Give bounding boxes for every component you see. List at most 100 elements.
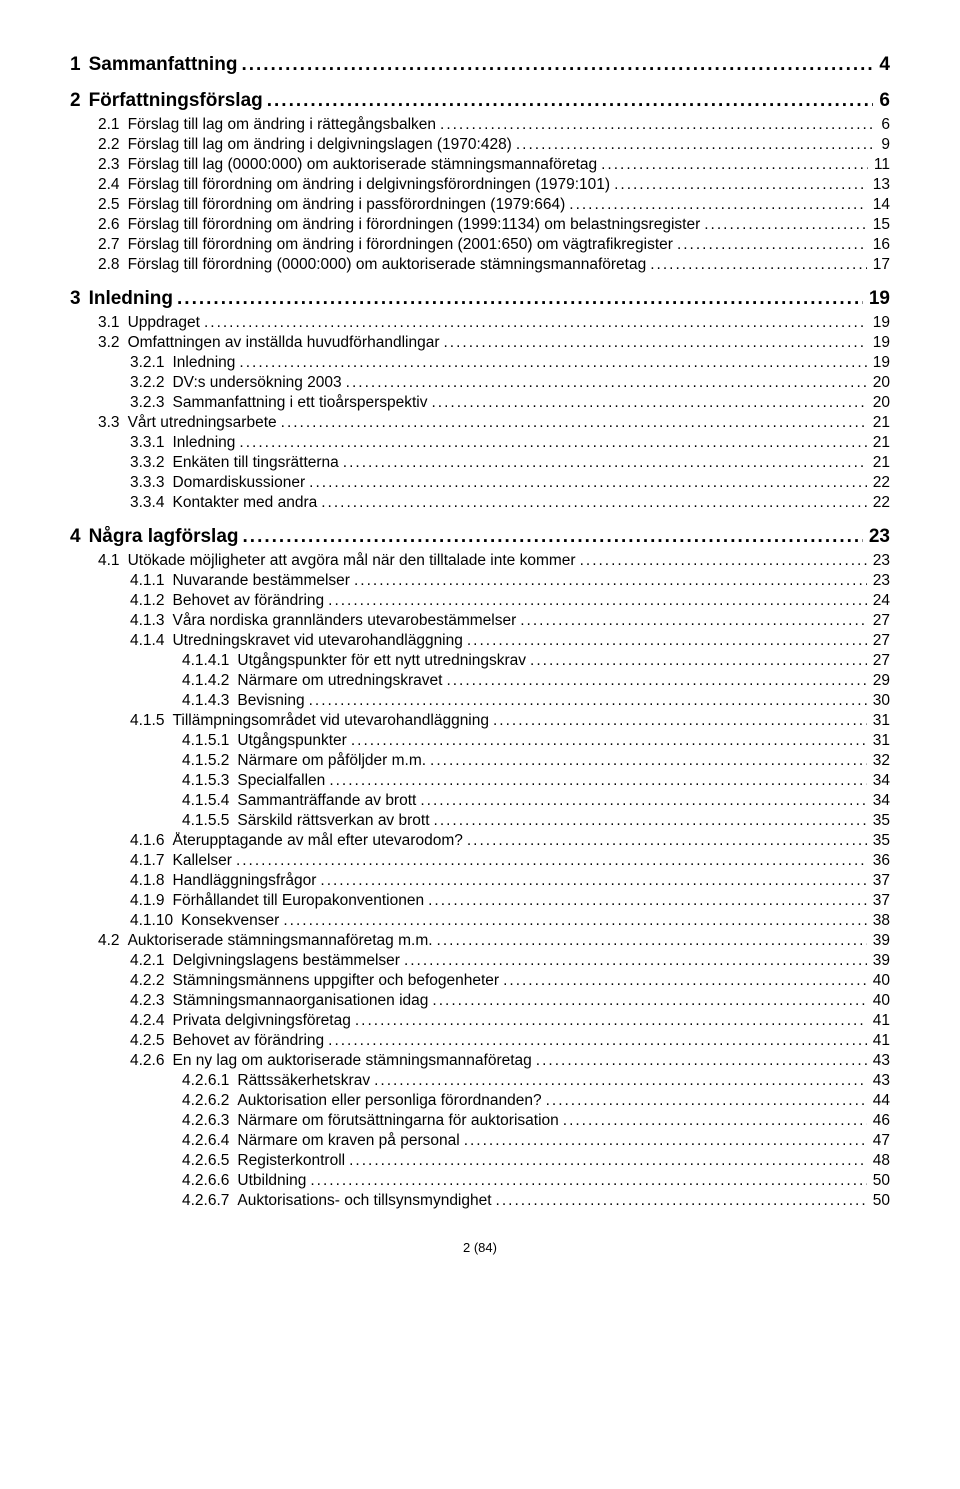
toc-entry-title: Förslag till förordning om ändring i för…: [128, 236, 677, 254]
toc-entry-page: 15: [867, 216, 890, 234]
toc-entry-title: Återupptagande av mål efter utevarodom?: [172, 832, 466, 850]
toc-entry-title: Specialfallen: [237, 772, 329, 790]
toc-entry-number: 4.1.7: [130, 852, 172, 870]
toc-leader: [404, 952, 867, 970]
toc-entry-number: 2.6: [98, 216, 128, 234]
toc-entry-title: DV:s undersökning 2003: [172, 374, 345, 392]
toc-entry-page: 27: [867, 612, 890, 630]
toc-entry-title: Utökade möjligheter att avgöra mål när d…: [128, 552, 580, 570]
toc-entry-number: 2.2: [98, 136, 128, 154]
toc-entry-number: 3.3.2: [130, 454, 172, 472]
toc-entry: 4.2.1Delgivningslagens bestämmelser 39: [130, 952, 890, 970]
toc-entry: 4.2.6.5Registerkontroll48: [182, 1152, 890, 1170]
toc-leader: [355, 1012, 867, 1030]
toc-leader: [503, 972, 867, 990]
toc-entry-number: 2.1: [98, 116, 128, 134]
toc-leader: [467, 632, 867, 650]
toc-entry-page: 21: [867, 434, 890, 452]
toc-entry-title: Sammanträffande av brott: [237, 792, 420, 810]
toc-leader: [420, 792, 866, 810]
toc-entry-title: Författningsförslag: [89, 90, 267, 112]
toc-entry-title: Behovet av förändring: [172, 1032, 328, 1050]
toc-entry-page: 43: [867, 1072, 890, 1090]
toc-entry-page: 21: [867, 454, 890, 472]
toc-entry-page: 20: [867, 394, 890, 412]
toc-leader: [204, 314, 867, 332]
toc-entry-page: 19: [863, 288, 890, 310]
toc-entry: 4.2.6.6Utbildning50: [182, 1172, 890, 1190]
toc-entry-number: 4.2.6.6: [182, 1172, 237, 1190]
toc-entry-page: 29: [867, 672, 890, 690]
toc-entry: 3.2.3Sammanfattning i ett tioårsperspekt…: [130, 394, 890, 412]
toc-entry-title: Inledning: [89, 288, 177, 310]
toc-entry-number: 4.2.6: [130, 1052, 172, 1070]
toc-entry-page: 39: [867, 952, 890, 970]
toc-entry-title: Delgivningslagens bestämmelser: [172, 952, 403, 970]
toc-entry: 4.1.5.4Sammanträffande av brott34: [182, 792, 890, 810]
toc-entry: 3.3Vårt utredningsarbete21: [98, 414, 890, 432]
toc-entry-title: Auktorisations- och tillsynsmyndighet: [237, 1192, 495, 1210]
toc-leader: [614, 176, 867, 194]
toc-entry: 4.1.5.1Utgångspunkter31: [182, 732, 890, 750]
toc-leader: [428, 892, 867, 910]
toc-entry-number: 4.1.4.2: [182, 672, 237, 690]
toc-entry-page: 6: [875, 116, 890, 134]
toc-entry-page: 22: [867, 494, 890, 512]
toc-entry-title: Några lagförslag: [89, 526, 243, 548]
toc-entry-number: 3.3.4: [130, 494, 172, 512]
toc-entry-number: 2.3: [98, 156, 128, 174]
toc-entry-number: 4.1.4.1: [182, 652, 237, 670]
toc-entry: 4.2.6.7Auktorisations- och tillsynsmyndi…: [182, 1192, 890, 1210]
toc-entry-number: 4.2: [98, 932, 128, 950]
toc-entry-number: 4.1.4.3: [182, 692, 237, 710]
toc-entry-page: 27: [867, 652, 890, 670]
toc-entry-number: 2.7: [98, 236, 128, 254]
toc-entry-title: Handläggningsfrågor: [172, 872, 320, 890]
toc-leader: [434, 812, 867, 830]
toc-entry-title: Bevisning: [237, 692, 308, 710]
toc-leader: [349, 1152, 867, 1170]
toc-entry: 2Författningsförslag6: [70, 90, 890, 112]
toc-leader: [346, 374, 867, 392]
toc-leader: [704, 216, 867, 234]
toc-entry-page: 31: [867, 712, 890, 730]
toc-entry: 4.2.6.2Auktorisation eller personliga fö…: [182, 1092, 890, 1110]
toc-entry-number: 4.2.2: [130, 972, 172, 990]
toc-entry-number: 4.1.4: [130, 632, 172, 650]
toc-entry: 4.1.5.2Närmare om påföljder m.m.32: [182, 752, 890, 770]
toc-entry-page: 22: [867, 474, 890, 492]
toc-entry-title: Utredningskravet vid utevarohandläggning: [172, 632, 466, 650]
toc-entry: 3.2.2DV:s undersökning 200320: [130, 374, 890, 392]
toc-entry-page: 46: [867, 1112, 890, 1130]
toc-entry-number: 1: [70, 54, 89, 76]
toc-leader: [343, 454, 867, 472]
toc-entry-title: Förslag till förordning om ändring i pas…: [128, 196, 570, 214]
toc-entry-title: Närmare om utredningskravet: [237, 672, 446, 690]
toc-entry-page: 34: [867, 792, 890, 810]
toc-entry-page: 40: [867, 972, 890, 990]
toc-leader: [464, 1132, 867, 1150]
toc-leader: [580, 552, 867, 570]
toc-entry: 4Några lagförslag23: [70, 526, 890, 548]
toc-leader: [239, 434, 866, 452]
toc-entry-page: 19: [867, 314, 890, 332]
toc-entry-title: Förslag till förordning om ändring i del…: [128, 176, 615, 194]
toc-entry-page: 9: [875, 136, 890, 154]
toc-entry: 2.7Förslag till förordning om ändring i …: [98, 236, 890, 254]
toc-leader: [310, 1172, 866, 1190]
toc-entry: 3.3.2Enkäten till tingsrätterna21: [130, 454, 890, 472]
toc-entry: 4.2.6.3Närmare om förutsättningarna för …: [182, 1112, 890, 1130]
toc-entry-number: 3.3.1: [130, 434, 172, 452]
toc-leader: [601, 156, 868, 174]
toc-entry-number: 3.2.1: [130, 354, 172, 372]
toc-entry-page: 35: [867, 832, 890, 850]
toc-entry-title: Närmare om förutsättningarna för auktori…: [237, 1112, 562, 1130]
toc-entry-page: 30: [867, 692, 890, 710]
toc-entry-number: 4.2.1: [130, 952, 172, 970]
toc-entry-page: 39: [867, 932, 890, 950]
toc-leader: [467, 832, 867, 850]
toc-entry: 2.2Förslag till lag om ändring i delgivn…: [98, 136, 890, 154]
toc-entry-page: 31: [867, 732, 890, 750]
toc-entry-page: 23: [867, 572, 890, 590]
toc-entry-page: 38: [867, 912, 890, 930]
